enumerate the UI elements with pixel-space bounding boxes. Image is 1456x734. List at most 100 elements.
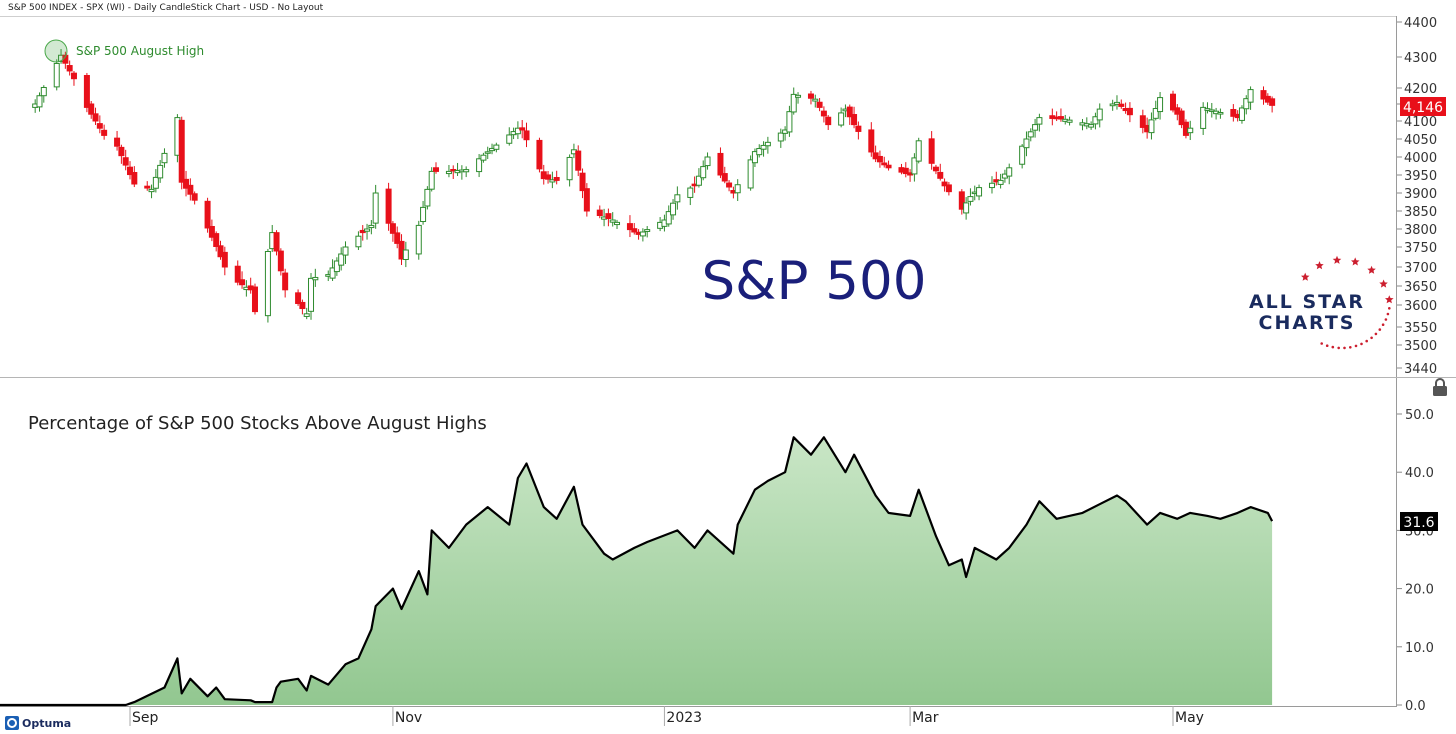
candle <box>756 144 763 158</box>
candle <box>639 228 646 242</box>
candle <box>583 183 590 217</box>
candle-body-down <box>70 72 77 80</box>
candle <box>484 146 491 160</box>
candle-body-up <box>1238 107 1245 121</box>
candle <box>96 115 103 134</box>
candle-body-up <box>1023 138 1030 149</box>
candle <box>66 60 73 76</box>
logo-dot <box>1349 346 1352 349</box>
price-tick-label: 3950 <box>1404 169 1437 184</box>
candle-body-up <box>790 93 797 113</box>
candle <box>1187 120 1194 141</box>
candle <box>872 145 879 163</box>
logo-dot <box>1337 346 1340 350</box>
candle <box>1247 86 1254 110</box>
candle-body-up <box>1027 131 1034 138</box>
candle-body-down <box>605 213 612 219</box>
candle-body-up <box>963 202 970 214</box>
candle <box>777 128 784 148</box>
breadth-area-fill <box>0 437 1273 705</box>
breadth-line <box>0 436 1274 707</box>
candle <box>717 147 724 179</box>
candle <box>303 307 310 320</box>
candle <box>1208 102 1215 118</box>
candle-body-down <box>519 127 526 131</box>
candle-body-up <box>161 152 168 164</box>
candle <box>566 154 573 187</box>
candle <box>114 130 121 151</box>
candle <box>239 271 246 289</box>
price-badge-text: 4,146 <box>1403 100 1443 116</box>
candle-body-up <box>463 169 470 173</box>
candle-body-down <box>394 232 401 244</box>
candle-body-up <box>1243 98 1250 110</box>
candle <box>695 168 702 188</box>
candle-body-up <box>1217 112 1224 115</box>
candle-body-down <box>66 65 73 72</box>
candle <box>428 167 435 192</box>
candle-body-down <box>536 139 543 170</box>
candle <box>213 231 220 252</box>
candle <box>221 246 228 276</box>
candle-body-up <box>795 94 802 98</box>
lock-icon[interactable] <box>1433 378 1447 396</box>
x-tick-label: Sep <box>132 710 159 726</box>
candle <box>1113 95 1120 110</box>
candle-body-down <box>868 129 875 153</box>
candle-body-up <box>670 202 677 216</box>
price-tick-label: 3550 <box>1404 321 1437 336</box>
candle-body-down <box>575 150 582 171</box>
candle <box>118 144 125 164</box>
candle-body-down <box>273 232 280 252</box>
candle <box>932 164 939 175</box>
candle <box>1023 131 1030 157</box>
logo-dot <box>1360 342 1363 346</box>
candle-body-down <box>178 119 185 183</box>
candle <box>476 154 483 178</box>
candle <box>997 173 1004 189</box>
price-tick-label: 4050 <box>1404 133 1437 148</box>
candle <box>308 273 315 320</box>
breadth-tick-label: 40.0 <box>1405 466 1434 481</box>
breadth-tick-label: 50.0 <box>1405 408 1434 423</box>
price-tick-label: 3800 <box>1404 223 1437 238</box>
candle <box>1096 103 1103 128</box>
candle <box>553 170 560 185</box>
candle-body-up <box>777 132 784 142</box>
candle-body-up <box>428 170 435 190</box>
candle <box>514 121 521 140</box>
candle <box>626 215 633 238</box>
candle-body-up <box>812 98 819 102</box>
candle-body-up <box>734 184 741 194</box>
candle-body-down <box>945 184 952 193</box>
candle <box>579 168 586 199</box>
candle <box>402 241 409 268</box>
candle <box>881 156 888 168</box>
candle <box>389 221 396 242</box>
candle-body-down <box>1178 110 1185 126</box>
candle-body-down <box>1230 108 1237 117</box>
logo-star <box>1315 261 1324 270</box>
candle-body-down <box>295 292 302 304</box>
candle <box>790 87 797 115</box>
candle <box>415 220 422 260</box>
candle-body-up <box>614 221 621 226</box>
price-tick-label: 4000 <box>1404 151 1437 166</box>
candle-body-up <box>609 219 616 223</box>
candle <box>747 155 754 191</box>
price-tick-label: 3600 <box>1404 299 1437 314</box>
candle-body-down <box>1057 116 1064 120</box>
candle-body-up <box>514 127 521 135</box>
candle-body-up <box>1032 124 1039 131</box>
candle <box>644 226 651 238</box>
price-tick-label: 3500 <box>1404 339 1437 354</box>
logo-line-2: CHARTS <box>1259 312 1356 334</box>
candle-body-up <box>415 224 422 255</box>
candle-body-down <box>579 172 586 192</box>
candle-body-down <box>881 162 888 166</box>
candle-body-down <box>299 301 306 310</box>
candle <box>1057 108 1064 122</box>
candle <box>506 127 513 146</box>
august-high-marker: S&P 500 August High <box>44 39 204 63</box>
candle-body-down <box>631 228 638 233</box>
